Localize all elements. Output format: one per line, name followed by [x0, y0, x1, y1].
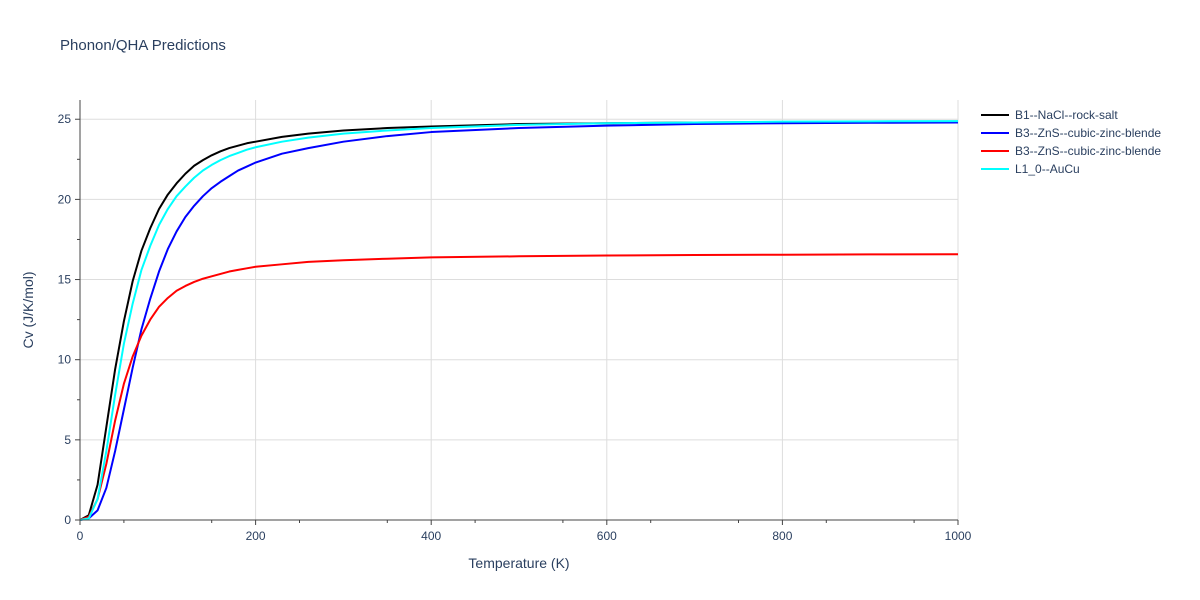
y-ticks: 0 5 10 15 20 25: [58, 112, 80, 527]
y-tick-label: 0: [64, 513, 71, 527]
series-line-0: [79, 120, 959, 521]
chart-title: Phonon/QHA Predictions: [60, 37, 226, 54]
legend-label: B1--NaCl--rock-salt: [1015, 108, 1118, 122]
x-tick-label: 800: [772, 529, 792, 543]
x-axis-title: Temperature (K): [468, 555, 569, 571]
legend-item-0[interactable]: B1--NaCl--rock-salt: [981, 108, 1118, 122]
y-tick-label: 20: [58, 192, 72, 206]
legend-item-2[interactable]: B3--ZnS--cubic-zinc-blende: [981, 144, 1161, 158]
x-tick-label: 600: [597, 529, 617, 543]
x-tick-label: 0: [77, 529, 84, 543]
y-tick-label: 5: [64, 433, 71, 447]
y-tick-label: 25: [58, 112, 72, 126]
series-line-3: [79, 120, 959, 521]
y-axis-title: Cv (J/K/mol): [20, 272, 36, 349]
legend-item-3[interactable]: L1_0--AuCu: [981, 162, 1080, 176]
series-line-2: [79, 253, 959, 521]
plot-lines: [79, 120, 959, 521]
x-tick-label: 1000: [945, 529, 972, 543]
series-line-1: [79, 121, 959, 521]
y-tick-label: 15: [58, 273, 72, 287]
legend-item-1[interactable]: B3--ZnS--cubic-zinc-blende: [981, 126, 1161, 140]
x-tick-label: 400: [421, 529, 441, 543]
legend[interactable]: B1--NaCl--rock-salt B3--ZnS--cubic-zinc-b…: [981, 108, 1161, 176]
legend-label: L1_0--AuCu: [1015, 162, 1080, 176]
x-tick-label: 200: [246, 529, 266, 543]
y-tick-label: 10: [58, 353, 72, 367]
legend-label: B3--ZnS--cubic-zinc-blende: [1015, 126, 1161, 140]
legend-label: B3--ZnS--cubic-zinc-blende: [1015, 144, 1161, 158]
x-ticks: 0 200 400 600 800 1000: [77, 520, 972, 543]
grid: [80, 100, 959, 520]
